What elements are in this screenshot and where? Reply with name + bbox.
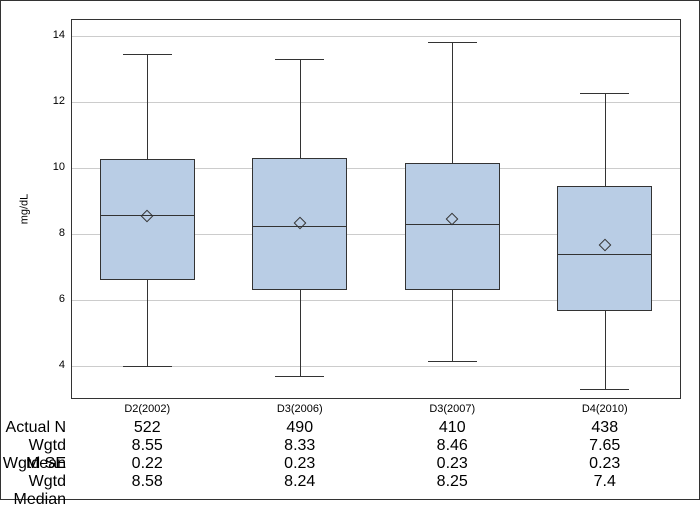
whisker-cap-lower — [580, 389, 629, 390]
gridline — [72, 102, 680, 103]
x-tick-label: D3(2007) — [429, 403, 475, 415]
stats-cell: 490 — [286, 419, 313, 437]
stats-cell: 8.46 — [437, 437, 468, 455]
stats-cell: 0.23 — [284, 455, 315, 473]
whisker-lower — [300, 290, 301, 376]
gridline — [72, 36, 680, 37]
whisker-cap-lower — [123, 366, 172, 367]
y-tick-label: 14 — [35, 29, 65, 41]
stats-cell: 8.24 — [284, 473, 315, 491]
box — [405, 163, 500, 290]
whisker-lower — [452, 290, 453, 361]
median-line — [557, 254, 652, 255]
whisker-cap-upper — [123, 54, 172, 55]
whisker-upper — [147, 54, 148, 160]
x-tick-label: D4(2010) — [582, 403, 628, 415]
stats-row-label: Actual N — [0, 419, 66, 437]
stats-cell: 410 — [439, 419, 466, 437]
y-tick-label: 8 — [35, 227, 65, 239]
whisker-upper — [452, 42, 453, 163]
whisker-cap-lower — [428, 361, 477, 362]
whisker-cap-lower — [275, 376, 324, 377]
whisker-cap-upper — [428, 42, 477, 43]
stats-cell: 0.23 — [437, 455, 468, 473]
y-axis-label: mg/dL — [18, 194, 30, 225]
y-tick-label: 6 — [35, 293, 65, 305]
stats-cell: 7.65 — [589, 437, 620, 455]
x-tick-label: D3(2006) — [277, 403, 323, 415]
y-tick-label: 4 — [35, 359, 65, 371]
whisker-lower — [147, 280, 148, 366]
whisker-upper — [605, 93, 606, 186]
stats-cell: 522 — [134, 419, 161, 437]
whisker-upper — [300, 59, 301, 158]
stats-row-label: Wgtd SE — [0, 455, 66, 473]
stats-cell: 438 — [591, 419, 618, 437]
y-tick-label: 12 — [35, 95, 65, 107]
whisker-lower — [605, 311, 606, 389]
x-tick-label: D2(2002) — [124, 403, 170, 415]
stats-cell: 8.33 — [284, 437, 315, 455]
y-tick-label: 10 — [35, 161, 65, 173]
stats-cell: 8.58 — [132, 473, 163, 491]
stats-cell: 8.25 — [437, 473, 468, 491]
stats-cell: 7.4 — [594, 473, 616, 491]
stats-cell: 0.23 — [589, 455, 620, 473]
stats-row-label: Wgtd Median — [0, 473, 66, 509]
chart-container: mg/dL 4 6 8 10 12 14 D2(2002) D3(2006) D3(2007) D… — [0, 0, 700, 500]
stats-cell: 0.22 — [132, 455, 163, 473]
whisker-cap-upper — [580, 93, 629, 94]
whisker-cap-upper — [275, 59, 324, 60]
stats-cell: 8.55 — [132, 437, 163, 455]
